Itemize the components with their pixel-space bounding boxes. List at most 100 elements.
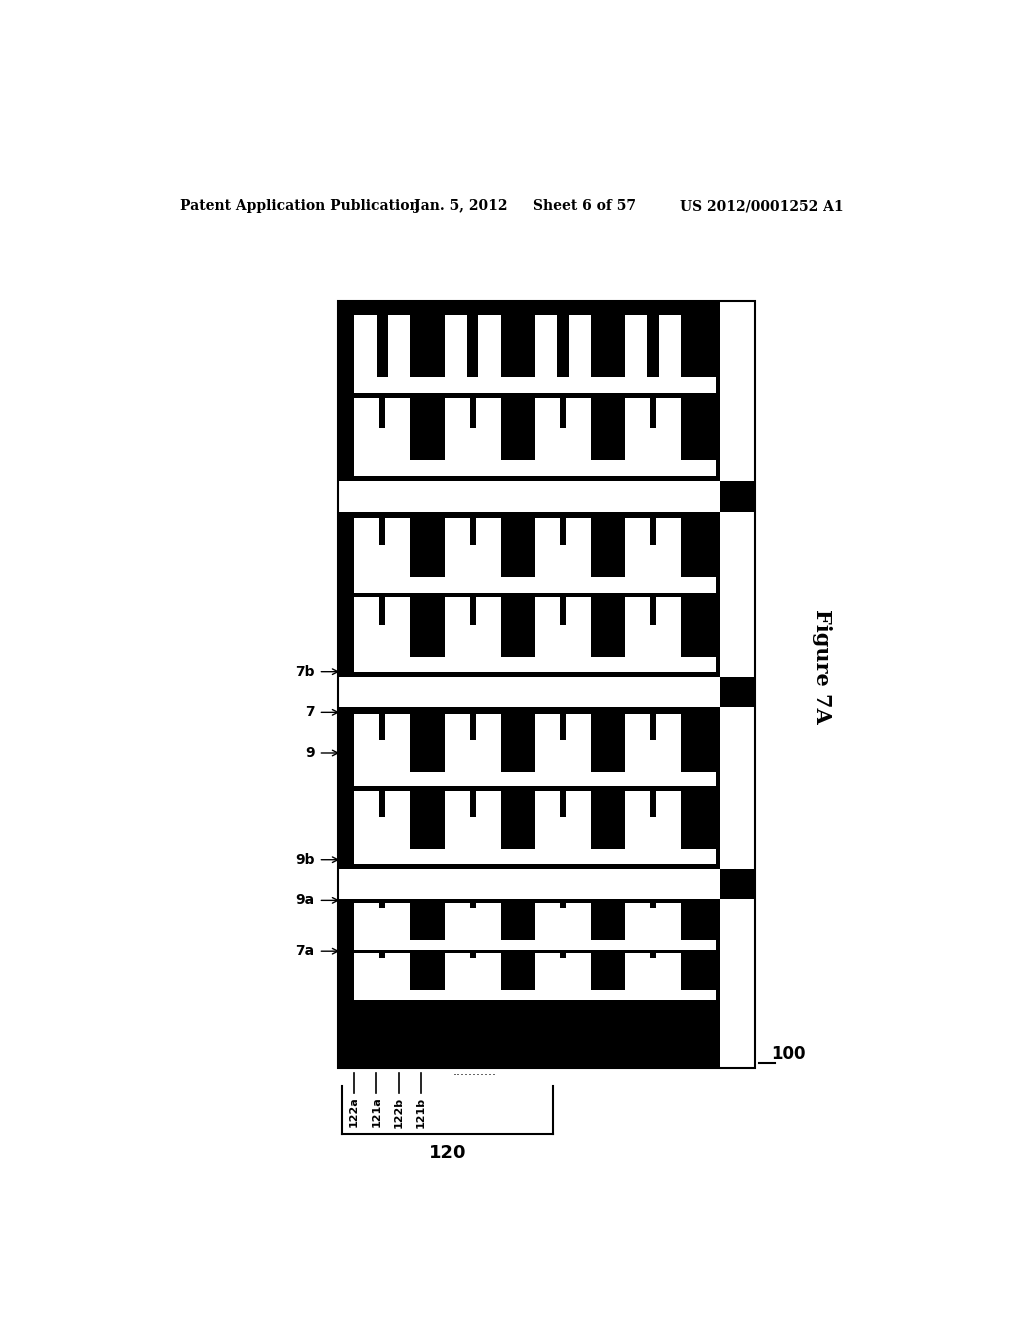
Bar bbox=[354, 714, 411, 772]
Bar bbox=[379, 399, 385, 428]
Text: 9b: 9b bbox=[295, 853, 314, 867]
Bar bbox=[470, 953, 476, 958]
Bar bbox=[720, 708, 755, 869]
Bar bbox=[720, 480, 755, 512]
Text: 121b: 121b bbox=[416, 1097, 426, 1127]
Text: 9a: 9a bbox=[295, 894, 314, 907]
Bar bbox=[535, 315, 557, 378]
Bar bbox=[379, 519, 385, 545]
Bar bbox=[650, 399, 656, 428]
Bar bbox=[626, 791, 681, 849]
Bar bbox=[470, 519, 476, 545]
Bar bbox=[650, 953, 656, 958]
Bar bbox=[354, 656, 716, 672]
Bar bbox=[354, 990, 716, 999]
Bar bbox=[535, 903, 591, 940]
Text: 9: 9 bbox=[305, 746, 314, 760]
Bar bbox=[444, 953, 501, 990]
Bar bbox=[560, 903, 566, 908]
Bar bbox=[388, 315, 411, 378]
Text: Sheet 6 of 57: Sheet 6 of 57 bbox=[532, 199, 636, 213]
Bar bbox=[354, 903, 411, 940]
Text: 7: 7 bbox=[305, 705, 314, 719]
Bar bbox=[338, 480, 755, 512]
Bar bbox=[626, 714, 681, 772]
Bar bbox=[626, 519, 681, 577]
Bar bbox=[560, 519, 566, 545]
Bar bbox=[354, 849, 716, 863]
Bar bbox=[626, 598, 681, 656]
Bar bbox=[720, 309, 755, 480]
Bar bbox=[650, 903, 656, 908]
Text: 122b: 122b bbox=[393, 1097, 403, 1127]
Bar bbox=[354, 459, 716, 475]
Bar bbox=[379, 903, 385, 908]
Bar bbox=[354, 598, 411, 656]
Bar bbox=[354, 577, 716, 593]
Bar bbox=[470, 598, 476, 624]
Bar bbox=[626, 315, 647, 378]
Bar bbox=[478, 315, 501, 378]
Bar bbox=[535, 791, 591, 849]
Text: 122a: 122a bbox=[349, 1097, 359, 1127]
Bar bbox=[444, 315, 467, 378]
Bar bbox=[338, 869, 755, 899]
Bar bbox=[444, 598, 501, 656]
Bar bbox=[650, 598, 656, 624]
Bar bbox=[720, 301, 755, 1068]
Bar bbox=[354, 940, 716, 950]
Bar bbox=[354, 953, 411, 990]
Bar bbox=[470, 791, 476, 817]
Bar bbox=[560, 791, 566, 817]
Bar bbox=[626, 953, 681, 990]
Bar bbox=[354, 315, 377, 378]
Bar bbox=[560, 953, 566, 958]
Bar bbox=[568, 315, 591, 378]
Bar bbox=[626, 903, 681, 940]
Bar bbox=[354, 791, 411, 849]
Bar bbox=[379, 791, 385, 817]
Text: Figure 7A: Figure 7A bbox=[812, 610, 833, 723]
Bar bbox=[535, 598, 591, 656]
Bar bbox=[354, 519, 411, 577]
Text: 7b: 7b bbox=[295, 665, 314, 678]
Bar bbox=[444, 714, 501, 772]
Bar bbox=[560, 399, 566, 428]
Bar bbox=[535, 399, 591, 459]
Text: ...........: ........... bbox=[453, 1065, 497, 1077]
Text: Patent Application Publication: Patent Application Publication bbox=[179, 199, 419, 213]
Text: 100: 100 bbox=[771, 1045, 805, 1063]
Bar bbox=[379, 714, 385, 739]
Bar bbox=[720, 869, 755, 899]
Bar bbox=[354, 772, 716, 787]
Bar bbox=[650, 714, 656, 739]
Bar bbox=[720, 899, 755, 1003]
Bar bbox=[338, 301, 755, 1068]
Bar bbox=[720, 677, 755, 708]
Bar bbox=[659, 315, 681, 378]
Text: US 2012/0001252 A1: US 2012/0001252 A1 bbox=[680, 199, 843, 213]
Text: 120: 120 bbox=[429, 1144, 466, 1163]
Bar bbox=[626, 399, 681, 459]
Bar bbox=[444, 399, 501, 459]
Bar bbox=[650, 519, 656, 545]
Bar bbox=[354, 399, 411, 459]
Bar bbox=[470, 903, 476, 908]
Bar bbox=[379, 953, 385, 958]
Bar bbox=[354, 378, 716, 393]
Bar bbox=[444, 791, 501, 849]
Text: 7a: 7a bbox=[295, 944, 314, 958]
Bar bbox=[535, 519, 591, 577]
Bar bbox=[560, 714, 566, 739]
Bar bbox=[535, 714, 591, 772]
Bar bbox=[720, 512, 755, 677]
Text: 121a: 121a bbox=[372, 1097, 381, 1127]
Bar bbox=[444, 903, 501, 940]
Bar bbox=[444, 519, 501, 577]
Bar bbox=[650, 791, 656, 817]
Bar bbox=[379, 598, 385, 624]
Bar bbox=[560, 598, 566, 624]
Bar bbox=[338, 301, 755, 1068]
Bar bbox=[470, 714, 476, 739]
Text: Jan. 5, 2012: Jan. 5, 2012 bbox=[414, 199, 507, 213]
